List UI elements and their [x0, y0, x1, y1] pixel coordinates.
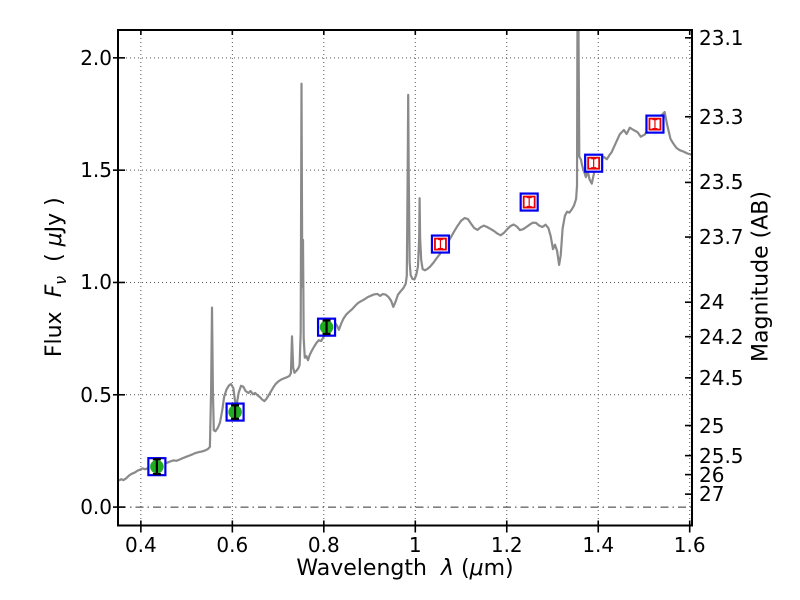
right-y-axis-label: Magnitude (AB): [748, 191, 774, 362]
tick-marks: [113, 30, 692, 533]
flux-tick-label: 0.5: [80, 382, 112, 407]
x-axis-label-word: Wavelength: [296, 556, 427, 581]
predicted-photometry-points: [430, 114, 665, 254]
magnitude-tick-label: 25: [699, 413, 725, 438]
predicted-point: [584, 153, 604, 173]
x-tick-label: 1.6: [673, 532, 706, 557]
x-tick-label: 0.6: [216, 532, 249, 557]
x-axis-label: Wavelength λ (μm): [296, 556, 514, 581]
magnitude-tick-label: 24.2: [699, 324, 744, 349]
flux-tick-label: 1.5: [80, 158, 112, 183]
observed-photometry-points: [147, 317, 337, 477]
magnitude-tick-label: 23.7: [699, 225, 744, 250]
flux-tick-label: 0.0: [80, 495, 112, 520]
magnitude-tick-label: 23.3: [699, 104, 744, 129]
observed-point: [147, 457, 167, 477]
magnitude-tick-label: 27: [699, 482, 725, 507]
magnitude-tick-label: 23.1: [699, 25, 744, 50]
x-tick-label: 1.2: [490, 532, 523, 557]
predicted-point: [519, 192, 539, 212]
lambda-symbol: λ: [440, 556, 454, 581]
observed-point: [225, 402, 245, 422]
observed-point: [316, 317, 337, 337]
flux-tick-label: 1.0: [80, 270, 112, 295]
mu-symbol: μ: [469, 556, 484, 581]
predicted-point: [645, 114, 665, 134]
x-tick-label: 0.4: [124, 532, 157, 557]
flux-label-word: Flux: [41, 311, 67, 358]
axes-frame: [117, 29, 693, 527]
nu-subscript: ν: [51, 275, 71, 285]
x-tick-label: 0.8: [307, 532, 340, 557]
left-y-axis-label: Flux Fν ( μJy ): [41, 197, 71, 358]
x-tick-label: 1.4: [582, 532, 615, 557]
magnitude-tick-label: 25.5: [699, 443, 744, 468]
predicted-point: [430, 234, 451, 254]
mu-symbol-flux: μ: [41, 232, 67, 247]
grid-lines: [118, 30, 692, 526]
magnitude-tick-label: 24.5: [699, 365, 744, 390]
magnitude-tick-label: 23.5: [699, 170, 744, 195]
model-spectrum-line: [118, 30, 692, 482]
magnitude-tick-label: 24: [699, 290, 725, 315]
magnitude-tick-label: 26: [699, 462, 725, 487]
flux-tick-label: 2.0: [80, 45, 112, 70]
x-tick-label: 1: [408, 532, 422, 557]
flux-symbol: F: [41, 284, 67, 298]
